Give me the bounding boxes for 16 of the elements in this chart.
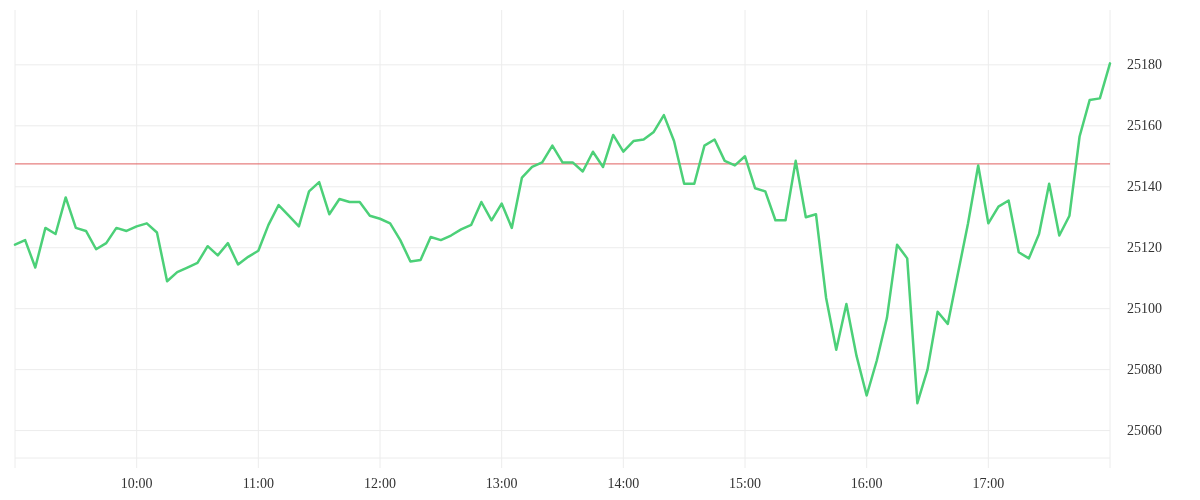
y-tick-label: 25160	[1127, 118, 1162, 134]
y-tick-label: 25180	[1127, 57, 1162, 73]
x-tick-label: 10:00	[120, 476, 153, 491]
y-tick-label: 25100	[1127, 301, 1162, 317]
x-tick-label: 17:00	[972, 476, 1005, 491]
line-series	[13, 62, 1112, 405]
x-tick-label: 13:00	[485, 476, 518, 491]
x-tick-label: 14:00	[607, 476, 640, 491]
x-tick-label: 16:00	[850, 476, 883, 491]
y-tick-label: 25080	[1127, 362, 1162, 378]
y-tick-label: 25120	[1127, 240, 1162, 256]
x-tick-label: 15:00	[729, 476, 761, 491]
x-tick-label: 12:00	[364, 476, 396, 491]
x-tick-label: 11:00	[242, 476, 275, 491]
y-tick-label: 25060	[1127, 423, 1162, 439]
y-tick-label: 25140	[1127, 179, 1162, 195]
